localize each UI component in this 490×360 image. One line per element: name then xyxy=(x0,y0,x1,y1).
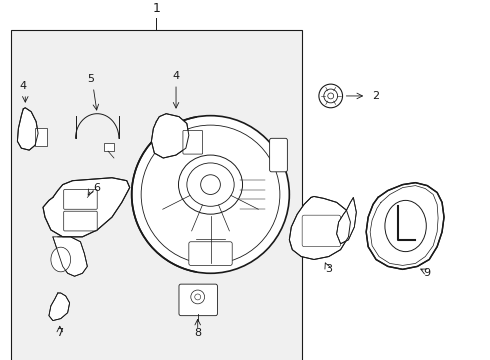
Polygon shape xyxy=(53,237,87,276)
Circle shape xyxy=(319,84,343,108)
FancyBboxPatch shape xyxy=(270,138,287,172)
Circle shape xyxy=(324,89,338,103)
Polygon shape xyxy=(43,178,130,237)
FancyBboxPatch shape xyxy=(64,211,97,231)
Text: 5: 5 xyxy=(87,74,94,84)
Ellipse shape xyxy=(51,247,71,272)
Polygon shape xyxy=(337,197,356,244)
FancyBboxPatch shape xyxy=(183,130,203,154)
Polygon shape xyxy=(289,197,350,260)
Polygon shape xyxy=(18,108,38,150)
Ellipse shape xyxy=(385,201,426,252)
Text: 1: 1 xyxy=(152,2,160,15)
FancyBboxPatch shape xyxy=(189,242,232,265)
Text: 4: 4 xyxy=(20,81,27,91)
Text: 9: 9 xyxy=(424,268,431,278)
FancyBboxPatch shape xyxy=(179,284,218,316)
Polygon shape xyxy=(49,293,70,321)
Ellipse shape xyxy=(178,155,243,214)
Text: 8: 8 xyxy=(194,328,201,338)
Bar xyxy=(11,30,302,360)
Polygon shape xyxy=(366,183,444,269)
Polygon shape xyxy=(151,114,189,158)
Circle shape xyxy=(132,116,289,273)
FancyBboxPatch shape xyxy=(64,190,97,209)
Text: 6: 6 xyxy=(93,183,100,193)
FancyBboxPatch shape xyxy=(302,215,341,247)
Text: 4: 4 xyxy=(172,71,180,81)
Bar xyxy=(104,143,114,151)
Text: 7: 7 xyxy=(56,328,63,338)
Circle shape xyxy=(191,290,205,304)
Bar xyxy=(35,129,47,146)
Text: 3: 3 xyxy=(325,264,332,274)
Text: 2: 2 xyxy=(372,91,379,101)
